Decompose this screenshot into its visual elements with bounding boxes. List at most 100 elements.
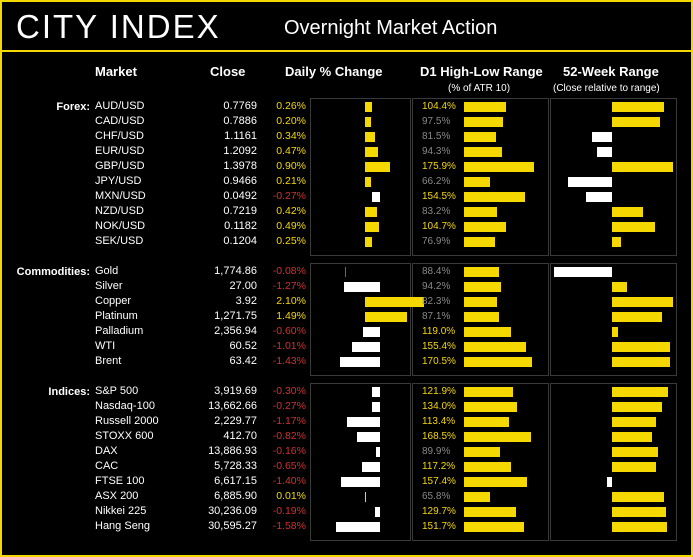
daily-change-bar: [365, 162, 391, 172]
d1-range-label: 119.0%: [422, 326, 456, 337]
daily-change-bar: [340, 477, 380, 487]
market-name: NOK/USD: [95, 220, 146, 232]
daily-change-bar: [361, 462, 380, 472]
52-week-bar: [607, 477, 612, 487]
market-name: NZD/USD: [95, 205, 144, 217]
d1-range-bar: [464, 342, 526, 352]
daily-change-bar: [365, 147, 379, 157]
d1-range-bar: [464, 147, 502, 157]
column-subheader-d1-range: (% of ATR 10): [448, 83, 511, 94]
market-name: JPY/USD: [95, 175, 142, 187]
close-value: 30,595.27: [208, 520, 257, 532]
daily-change-value: 2.10%: [276, 295, 306, 307]
d1-range-bar: [464, 192, 526, 202]
d1-range-label: 94.2%: [422, 281, 451, 292]
d1-range-label: 87.1%: [422, 311, 451, 322]
market-name: STOXX 600: [95, 430, 154, 442]
close-value: 3.92: [235, 295, 257, 307]
column-subheader-52-week: (Close relative to range): [553, 83, 660, 94]
daily-change-value: -0.30%: [272, 385, 306, 397]
market-name: Palladium: [95, 325, 144, 337]
d1-range-label: 157.4%: [422, 476, 456, 487]
daily-change-value: 0.01%: [276, 490, 306, 502]
market-name: Platinum: [95, 310, 138, 322]
d1-range-label: 94.3%: [422, 146, 451, 157]
market-name: DAX: [95, 445, 118, 457]
d1-range-label: 88.4%: [422, 266, 451, 277]
52-week-bar: [554, 267, 612, 277]
d1-range-label: 154.5%: [422, 191, 456, 202]
52-week-bar: [586, 192, 612, 202]
52-week-bar: [612, 357, 670, 367]
daily-change-value: -0.16%: [272, 445, 306, 457]
close-value: 1,271.75: [214, 310, 257, 322]
daily-change-bar: [365, 102, 373, 112]
d1-range-label: 117.2%: [422, 461, 456, 472]
52-week-panel: [550, 263, 677, 376]
d1-range-label: 104.4%: [422, 101, 456, 112]
52-week-bar: [612, 387, 669, 397]
d1-range-bar: [464, 177, 491, 187]
market-name: Russell 2000: [95, 415, 159, 427]
d1-range-label: 113.4%: [422, 416, 456, 427]
d1-range-label: 89.9%: [422, 446, 451, 457]
close-value: 412.70: [223, 430, 257, 442]
daily-change-bar: [365, 492, 366, 502]
daily-change-value: -0.19%: [272, 505, 306, 517]
daily-change-bar: [365, 222, 379, 232]
52-week-panel: [550, 98, 677, 256]
daily-change-bar: [365, 297, 424, 307]
market-name: EUR/USD: [95, 145, 145, 157]
daily-change-bar: [375, 447, 380, 457]
52-week-bar: [612, 297, 673, 307]
52-week-bar: [612, 207, 643, 217]
52-week-bar: [612, 447, 658, 457]
close-value: 2,229.77: [214, 415, 257, 427]
52-week-bar: [612, 342, 670, 352]
column-header-market: Market: [95, 64, 137, 79]
close-value: 1,774.86: [214, 265, 257, 277]
daily-change-value: -1.43%: [272, 355, 306, 367]
daily-change-bar: [345, 267, 346, 277]
close-value: 5,728.33: [214, 460, 257, 472]
d1-range-label: 65.8%: [422, 491, 451, 502]
d1-range-label: 168.5%: [422, 431, 456, 442]
daily-change-value: 0.34%: [276, 130, 306, 142]
daily-change-bar: [344, 282, 380, 292]
market-name: CHF/USD: [95, 130, 144, 142]
city-index-logo: CITY INDEX: [16, 8, 221, 45]
market-name: Silver: [95, 280, 123, 292]
52-week-bar: [612, 327, 619, 337]
d1-range-bar: [464, 447, 500, 457]
daily-change-value: 0.49%: [276, 220, 306, 232]
daily-change-bar: [365, 117, 371, 127]
52-week-panel: [550, 383, 677, 541]
52-week-bar: [612, 522, 667, 532]
d1-range-bar: [464, 417, 510, 427]
daily-change-value: -1.01%: [272, 340, 306, 352]
52-week-bar: [612, 237, 622, 247]
d1-range-bar: [464, 522, 525, 532]
52-week-bar: [612, 492, 664, 502]
close-value: 6,885.90: [214, 490, 257, 502]
column-header-d1-range: D1 High-Low Range: [420, 64, 543, 79]
market-name: Copper: [95, 295, 132, 307]
group-label: Indices:: [48, 386, 90, 398]
52-week-bar: [592, 132, 612, 142]
d1-range-panel: [412, 383, 549, 541]
52-week-bar: [612, 102, 664, 112]
d1-range-label: 66.2%: [422, 176, 451, 187]
daily-change-value: 0.20%: [276, 115, 306, 127]
daily-change-value: -1.17%: [272, 415, 306, 427]
header: CITY INDEX Overnight Market Action: [2, 2, 691, 52]
close-value: 0.7886: [223, 115, 257, 127]
d1-range-label: 104.7%: [422, 221, 456, 232]
close-value: 63.42: [229, 355, 257, 367]
group-label: Forex:: [56, 101, 90, 113]
daily-change-bar: [365, 177, 371, 187]
daily-change-value: -0.08%: [272, 265, 306, 277]
market-name: MXN/USD: [95, 190, 146, 202]
daily-change-bar: [372, 192, 380, 202]
close-value: 6,617.15: [214, 475, 257, 487]
